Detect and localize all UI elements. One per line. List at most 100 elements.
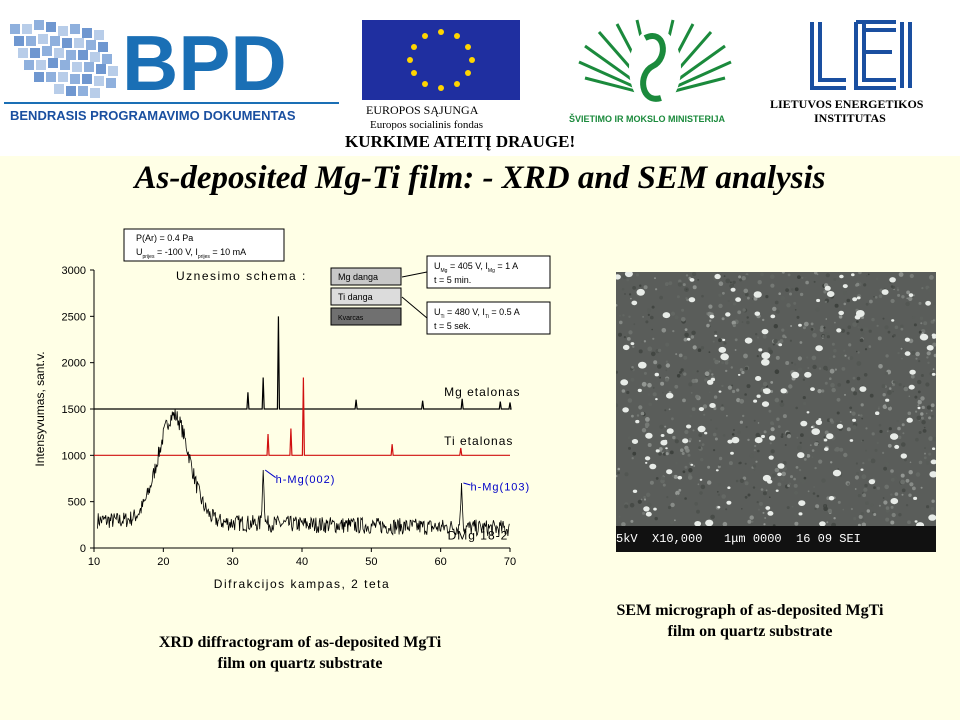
sem-grain — [923, 321, 928, 326]
sem-grain — [818, 459, 823, 464]
sem-grain — [715, 427, 718, 430]
sem-grain — [876, 324, 879, 327]
sem-grain — [886, 402, 891, 408]
sem-grain — [706, 323, 710, 328]
sem-grain — [654, 277, 656, 280]
sem-grain — [833, 277, 837, 281]
sem-grain — [824, 381, 828, 385]
sem-grain — [691, 272, 697, 277]
sem-grain — [718, 293, 722, 297]
sem-grain — [692, 429, 695, 432]
sem-bright-grain — [726, 500, 732, 505]
sem-grain — [932, 368, 935, 371]
sem-grain — [844, 393, 846, 396]
sem-grain — [920, 374, 924, 377]
eu-stars-icon — [407, 29, 475, 91]
sem-grain — [865, 449, 867, 452]
sem-grain — [718, 281, 724, 286]
sem-grain — [870, 458, 876, 464]
sem-grain — [821, 334, 825, 338]
sem-grain — [823, 504, 827, 507]
sem-grain — [932, 319, 935, 322]
sem-bright-grain — [660, 434, 665, 437]
sem-grain — [816, 273, 819, 276]
sem-grain — [781, 272, 785, 274]
sem-bright-grain — [753, 291, 762, 298]
sem-grain — [911, 350, 916, 356]
sem-grain — [632, 286, 636, 290]
sem-grain — [901, 295, 905, 299]
sem-grain — [661, 328, 667, 333]
sem-grain — [898, 383, 902, 387]
sem-grain — [871, 432, 875, 436]
sem-grain — [713, 395, 718, 399]
sem-grain — [752, 486, 756, 489]
sem-grain — [717, 493, 721, 496]
sem-grain — [924, 447, 926, 449]
sem-grain — [751, 520, 754, 523]
sem-grain — [859, 338, 864, 343]
sem-bright-grain — [914, 520, 918, 523]
sem-bright-grain — [810, 426, 814, 429]
sem-bright-grain — [855, 310, 865, 317]
sem-bright-grain — [908, 384, 915, 390]
sem-grain — [863, 283, 867, 287]
sem-bright-grain — [722, 338, 726, 342]
sem-grain — [626, 337, 631, 341]
sem-grain — [803, 458, 807, 461]
sem-grain — [722, 521, 728, 527]
sem-grain — [732, 280, 736, 284]
sem-bright-grain — [930, 459, 936, 465]
sem-bright-grain — [836, 423, 843, 429]
sem-bright-grain — [826, 433, 834, 440]
sem-grain — [793, 477, 796, 481]
sem-grain — [744, 292, 749, 297]
sem-grain — [925, 412, 928, 415]
sem-grain — [621, 522, 626, 527]
sem-grain — [885, 354, 889, 358]
sem-grain — [728, 461, 733, 466]
sem-grain — [797, 275, 801, 279]
eu-logo: EUROPOS SĄJUNGA Europos socialinis fonda… — [360, 18, 522, 131]
sem-grain — [747, 493, 751, 497]
sem-grain — [896, 419, 899, 423]
sem-grain — [682, 398, 686, 403]
sem-grain — [910, 374, 915, 379]
sem-grain — [774, 467, 780, 473]
sem-grain — [727, 299, 730, 303]
sem-grain — [645, 417, 650, 422]
sem-grain — [775, 309, 780, 314]
sem-grain — [725, 508, 728, 511]
sem-bright-grain — [666, 428, 674, 434]
sem-bright-grain — [929, 471, 936, 478]
sem-bright-grain — [655, 449, 660, 453]
sem-grain — [878, 364, 883, 369]
sem-grain — [676, 295, 680, 299]
mg-params-arrow — [401, 271, 428, 278]
x-tick-label: 60 — [435, 556, 447, 568]
sem-grain — [812, 333, 817, 338]
sem-grain — [897, 426, 901, 431]
sem-bright-grain — [631, 300, 638, 306]
sem-grain — [797, 356, 802, 361]
layer-0 — [330, 267, 402, 286]
sem-grain — [927, 361, 930, 364]
sem-grain — [744, 495, 748, 499]
sem-grain — [678, 488, 682, 492]
sem-grain — [858, 272, 862, 275]
sem-grain — [760, 272, 764, 277]
sem-grain — [813, 486, 816, 488]
x-tick-label: 10 — [88, 556, 100, 568]
sem-bright-grain — [775, 489, 779, 492]
sem-grain — [770, 283, 775, 288]
sem-grain — [799, 469, 802, 472]
series-line-ti-etalonas — [94, 377, 510, 456]
sem-grain — [901, 442, 906, 447]
sem-grain — [831, 387, 836, 393]
sem-bright-grain — [891, 319, 895, 322]
sem-grain — [678, 353, 683, 358]
sem-grain — [897, 293, 901, 297]
sem-grain — [643, 498, 647, 501]
sem-grain — [868, 345, 872, 348]
y-axis-label: Intensyvumas, sant.v. — [33, 351, 47, 466]
